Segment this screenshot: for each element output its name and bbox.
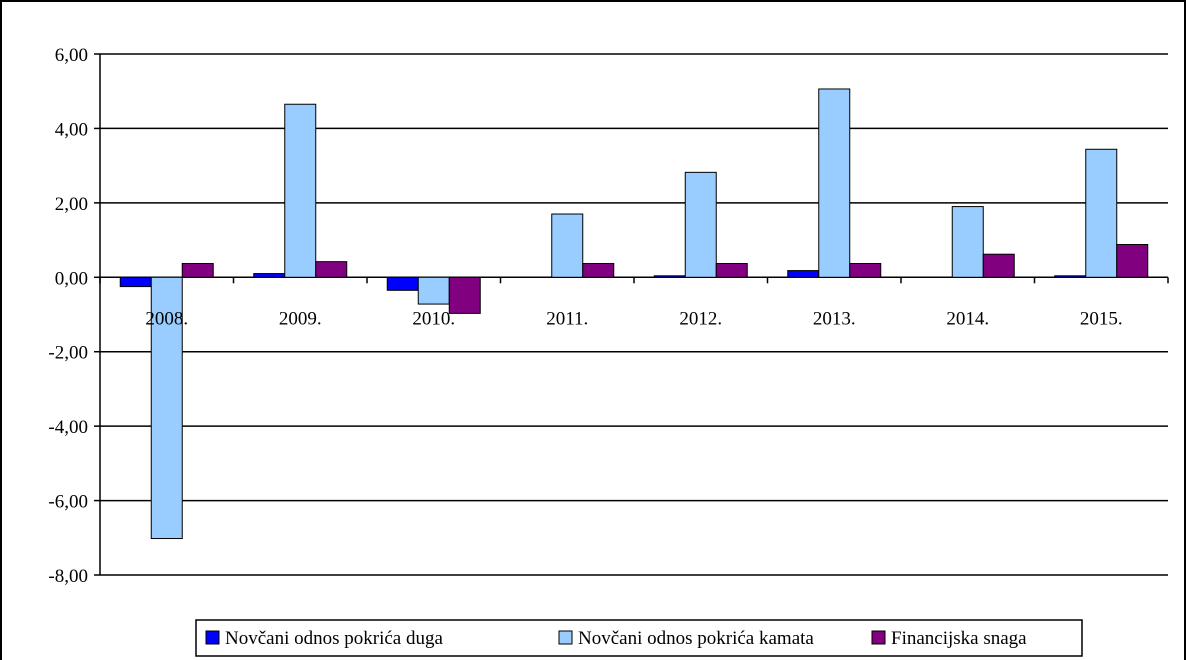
bar-1-2015 <box>1054 275 1087 278</box>
y-tick-label: 6,00 <box>55 45 88 66</box>
bar-1-2013 <box>787 270 820 278</box>
category-label: 2015. <box>1080 308 1123 329</box>
bar-3-2010 <box>448 276 481 314</box>
labels: -8,00 -6,00 -4,00 -2,00 0,00 2,00 4,00 6,00 2008… <box>48 45 1122 587</box>
category-label: 2012. <box>679 308 722 329</box>
bar-1-2008 <box>119 276 152 288</box>
y-tick-label: -4,00 <box>48 417 88 438</box>
bar-2-2011 <box>551 213 584 278</box>
axes <box>94 53 1169 576</box>
bar-1-2009 <box>253 273 286 278</box>
category-label: 2014. <box>946 308 989 329</box>
y-tick-label: 4,00 <box>55 119 88 140</box>
y-tick-label: -8,00 <box>48 566 88 587</box>
legend-swatch <box>558 630 573 645</box>
legend-label: Novčani odnos pokrića duga <box>225 628 443 649</box>
bar-2-2009 <box>284 103 317 278</box>
bar-3-2012 <box>715 263 748 278</box>
category-label: 2009. <box>279 308 322 329</box>
category-label: 2010. <box>412 308 455 329</box>
bar-3-2015 <box>1116 244 1149 278</box>
bar-3-2011 <box>582 263 615 278</box>
category-label: 2011. <box>546 308 588 329</box>
legend-box <box>195 619 1083 657</box>
y-tick-label: -2,00 <box>48 343 88 364</box>
category-label: 2008. <box>145 308 188 329</box>
category-label: 2013. <box>813 308 856 329</box>
bar-3-2014 <box>982 253 1015 278</box>
legend: Novčani odnos pokrića duga Novčani odnos … <box>195 619 1083 657</box>
legend-label: Financijska snaga <box>891 628 1027 649</box>
bar-2-2014 <box>951 206 984 278</box>
legend-swatch <box>871 630 886 645</box>
bars <box>119 88 1149 540</box>
bar-2-2012 <box>684 171 717 278</box>
bar-3-2013 <box>849 263 882 278</box>
bar-1-2012 <box>653 275 686 278</box>
bar-3-2008 <box>181 263 214 278</box>
bar-2-2008 <box>150 276 183 540</box>
legend-swatch <box>205 630 220 645</box>
legend-label: Novčani odnos pokrića kamata <box>578 628 814 649</box>
bar-1-2010 <box>386 276 419 291</box>
bar-2-2013 <box>818 88 851 278</box>
bar-2-2010 <box>417 276 450 305</box>
bar-2-2015 <box>1085 148 1118 278</box>
y-tick-label: -6,00 <box>48 492 88 513</box>
bar-3-2009 <box>315 261 348 278</box>
y-tick-label: 0,00 <box>55 268 88 289</box>
y-tick-label: 2,00 <box>55 194 88 215</box>
